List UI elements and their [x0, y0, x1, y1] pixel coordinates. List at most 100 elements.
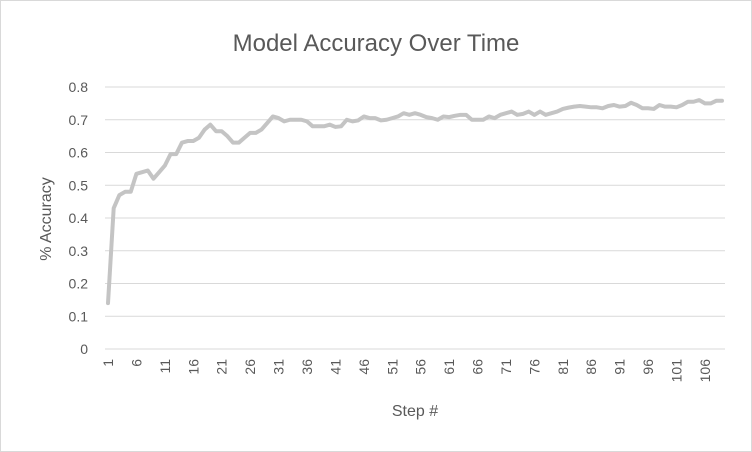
data-point	[204, 129, 206, 131]
y-tick-label: 0	[80, 341, 88, 357]
x-tick-label: 86	[583, 359, 599, 375]
x-tick-label: 81	[555, 359, 571, 375]
x-tick-label: 106	[697, 359, 713, 383]
data-point	[664, 106, 666, 108]
data-point	[539, 111, 541, 113]
x-tick-label: 66	[470, 359, 486, 375]
data-point	[585, 106, 587, 108]
x-tick-label: 46	[356, 359, 372, 375]
x-tick-label: 26	[242, 359, 258, 375]
data-point	[653, 108, 655, 110]
data-point	[488, 115, 490, 117]
x-tick-label: 21	[214, 359, 230, 375]
data-point	[590, 106, 592, 108]
data-point	[135, 173, 137, 175]
data-point	[391, 117, 393, 119]
data-point	[238, 142, 240, 144]
series-layer	[106, 98, 724, 306]
data-point	[386, 119, 388, 121]
y-tick-label: 0.1	[69, 308, 89, 324]
data-point	[363, 115, 365, 117]
data-point	[255, 132, 257, 134]
data-point	[369, 117, 371, 119]
data-point	[175, 153, 177, 155]
data-point	[721, 100, 723, 102]
data-point	[459, 114, 461, 116]
y-axis-label: % Accuracy	[38, 177, 55, 261]
data-point	[152, 178, 154, 180]
data-point	[681, 104, 683, 106]
data-point	[687, 101, 689, 103]
data-point	[198, 137, 200, 139]
data-point	[710, 102, 712, 104]
data-point	[351, 120, 353, 122]
data-point	[704, 102, 706, 104]
data-point	[266, 122, 268, 124]
y-tick-label: 0.2	[69, 276, 89, 292]
data-point	[232, 142, 234, 144]
data-point	[147, 170, 149, 172]
data-point	[448, 116, 450, 118]
data-point	[243, 137, 245, 139]
data-point	[437, 119, 439, 121]
data-point	[471, 119, 473, 121]
data-point	[505, 112, 507, 114]
data-point	[482, 119, 484, 121]
y-axis-ticks: 0 0.1 0.2 0.3 0.4 0.5 0.6 0.7 0.8	[69, 79, 89, 357]
data-point	[289, 119, 291, 121]
x-tick-label: 71	[498, 359, 514, 375]
data-point	[164, 165, 166, 167]
data-point	[408, 114, 410, 116]
x-tick-label: 51	[384, 359, 400, 375]
data-point	[658, 104, 660, 106]
data-point	[329, 124, 331, 126]
data-point	[670, 106, 672, 108]
x-tick-label: 6	[128, 359, 144, 367]
data-point	[226, 135, 228, 137]
x-tick-label: 1	[100, 359, 116, 367]
data-point	[636, 104, 638, 106]
x-axis-label: Step #	[392, 403, 438, 420]
data-point	[494, 117, 496, 119]
data-point	[454, 115, 456, 117]
data-point	[641, 107, 643, 109]
data-point	[442, 115, 444, 117]
data-point	[528, 111, 530, 113]
x-tick-label: 101	[669, 359, 685, 383]
data-point	[130, 191, 132, 193]
data-point	[550, 112, 552, 114]
data-point	[556, 111, 558, 113]
data-point	[425, 116, 427, 118]
data-point	[431, 117, 433, 119]
data-point	[516, 114, 518, 116]
data-point	[397, 115, 399, 117]
data-point	[511, 111, 513, 113]
data-point	[317, 125, 319, 127]
x-tick-label: 11	[157, 359, 173, 374]
x-axis-ticks: 1 6 11 16 21 26 31 36 41 46 51 56 61 66 71 76 81 86 91 96 10…	[100, 359, 713, 383]
data-point	[107, 302, 109, 304]
data-point	[698, 99, 700, 101]
data-point	[215, 130, 217, 132]
chart-title: Model Accuracy Over Time	[233, 30, 520, 57]
data-point	[579, 105, 581, 107]
data-point	[221, 130, 223, 132]
data-point	[465, 114, 467, 116]
data-point	[647, 107, 649, 109]
data-point	[283, 120, 285, 122]
x-tick-label: 56	[413, 359, 429, 375]
x-tick-label: 91	[612, 359, 628, 375]
data-point	[272, 115, 274, 117]
accuracy-line	[106, 98, 724, 306]
data-point	[624, 105, 626, 107]
data-point	[113, 207, 115, 209]
x-tick-label: 96	[640, 359, 656, 375]
data-point	[300, 119, 302, 121]
data-point	[568, 107, 569, 109]
data-point	[596, 106, 598, 108]
data-point	[630, 102, 632, 104]
data-point	[715, 100, 717, 102]
data-point	[192, 140, 194, 142]
